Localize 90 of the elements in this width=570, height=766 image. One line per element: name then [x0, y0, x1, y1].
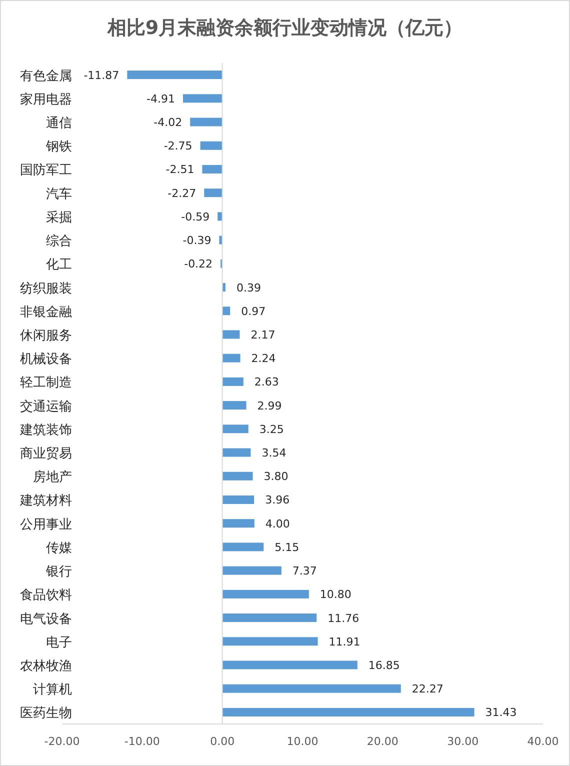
y-tick-label: 采掘 — [46, 210, 72, 226]
data-label: -2.51 — [166, 163, 194, 176]
bar — [222, 637, 318, 646]
x-tick-label: 20.00 — [366, 735, 398, 748]
data-label: -0.39 — [182, 234, 212, 248]
y-tick-label: 房地产 — [33, 469, 72, 486]
x-tick-label: 10.00 — [286, 735, 318, 748]
data-label: 11.91 — [328, 635, 360, 648]
data-label: 2.99 — [257, 399, 282, 412]
bar — [202, 164, 222, 174]
x-tick-label: 40.00 — [527, 735, 559, 748]
data-label: 3.25 — [259, 422, 284, 436]
y-tick-label: 休闲服务 — [20, 328, 72, 344]
y-tick-label: 通信 — [46, 116, 72, 132]
data-label: -0.59 — [181, 210, 210, 224]
bar — [222, 472, 253, 480]
y-tick-label: 计算机 — [33, 682, 72, 698]
bar — [222, 330, 240, 339]
y-tick-label: 有色金属 — [20, 68, 72, 84]
data-label: -0.22 — [184, 258, 213, 271]
data-label: 3.80 — [264, 470, 288, 484]
bar — [190, 118, 222, 126]
data-label: 3.54 — [262, 446, 286, 460]
data-label: 4.00 — [265, 517, 290, 530]
y-tick-label: 电子 — [46, 635, 72, 650]
data-label: 10.80 — [320, 588, 352, 602]
bar — [204, 188, 222, 198]
y-tick-label: 传媒 — [46, 540, 72, 556]
bar — [222, 519, 254, 528]
data-label: 0.97 — [241, 304, 266, 318]
x-tick-label: 0.00 — [210, 735, 235, 748]
y-tick-label: 食品饮料 — [20, 588, 72, 604]
bar — [222, 708, 474, 716]
y-tick-label: 非银金融 — [20, 304, 72, 320]
y-tick-label: 化工 — [46, 258, 72, 273]
data-label: 31.43 — [485, 706, 517, 720]
bar — [182, 94, 222, 103]
y-tick-label: 商业贸易 — [20, 446, 72, 462]
data-label: -2.75 — [164, 140, 192, 153]
bar — [200, 141, 222, 150]
data-label: 5.15 — [274, 540, 300, 554]
x-tick-label: -20.00 — [44, 735, 80, 748]
bar — [222, 660, 358, 670]
y-tick-label: 医药生物 — [20, 706, 72, 722]
y-tick-label: 轻工制造 — [20, 376, 72, 391]
bar — [219, 236, 222, 244]
bar — [222, 306, 230, 316]
data-label: 3.96 — [265, 494, 290, 507]
y-tick-label: 汽车 — [46, 186, 72, 202]
bar — [222, 684, 401, 693]
y-tick-label: 建筑材料 — [19, 494, 72, 509]
y-tick-label: 银行 — [45, 564, 72, 580]
data-label: -4.02 — [154, 116, 182, 130]
data-label: -11.87 — [84, 68, 120, 82]
data-label: 16.85 — [368, 658, 400, 672]
bar — [222, 566, 282, 575]
y-tick-label: 纺织服装 — [20, 281, 72, 296]
bar — [222, 424, 248, 434]
data-label: 11.76 — [328, 612, 360, 625]
y-tick-label: 家用电器 — [20, 91, 72, 108]
y-tick-label: 综合 — [46, 234, 72, 250]
data-label: -2.27 — [168, 186, 196, 200]
bar — [222, 354, 240, 362]
bar — [127, 70, 222, 80]
data-label: 2.63 — [254, 376, 279, 389]
x-tick-label: -10.00 — [124, 735, 160, 748]
data-label: 7.37 — [292, 564, 317, 578]
bar — [222, 495, 254, 504]
chart-title: 相比9月末融资余额行业变动情况（亿元） — [106, 17, 463, 39]
x-tick-label: 30.00 — [447, 735, 479, 748]
bar — [222, 377, 244, 386]
y-tick-label: 建筑装饰 — [19, 422, 72, 438]
y-tick-label: 国防军工 — [20, 163, 72, 178]
bar — [222, 542, 264, 552]
bar — [222, 448, 251, 457]
y-tick-label: 钢铁 — [45, 140, 72, 155]
y-tick-label: 公用事业 — [20, 517, 72, 532]
data-label: 0.39 — [236, 281, 261, 294]
bar — [218, 212, 222, 221]
data-label: -4.91 — [146, 92, 175, 106]
data-label: 2.17 — [250, 328, 276, 342]
data-label: 2.24 — [251, 352, 276, 366]
bar — [222, 614, 317, 622]
y-tick-label: 机械设备 — [20, 352, 72, 368]
bar — [222, 401, 246, 410]
bar — [222, 590, 309, 598]
y-tick-label: 电气设备 — [20, 612, 72, 627]
y-tick-label: 农林牧渔 — [20, 658, 72, 674]
y-tick-label: 交通运输 — [20, 398, 72, 414]
data-label: 22.27 — [412, 682, 444, 696]
